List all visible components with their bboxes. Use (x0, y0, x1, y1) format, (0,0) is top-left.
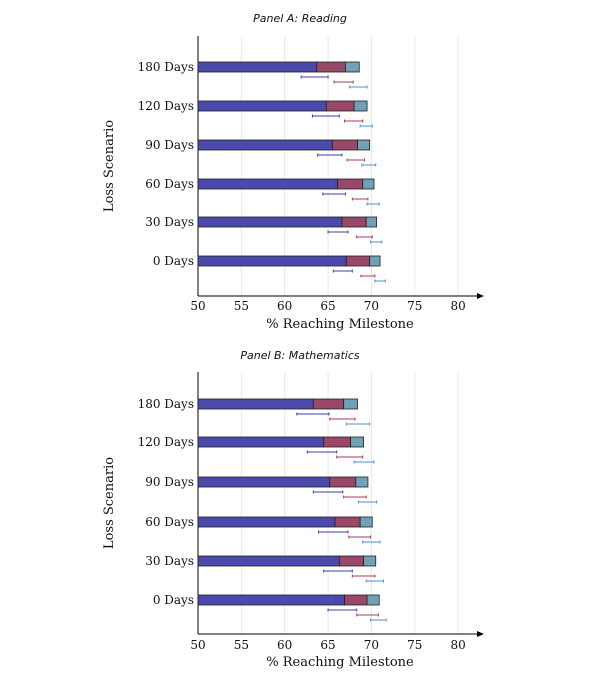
x-tick-label: 80 (450, 638, 465, 652)
category-label: 30 Days (145, 215, 194, 229)
bar-segment-3 (355, 476, 369, 488)
bar-segment-2 (329, 476, 357, 488)
category-label: 180 Days (138, 60, 194, 74)
x-tick-label: 80 (450, 299, 465, 313)
x-tick-label: 65 (320, 638, 335, 652)
bar-segment-1 (197, 139, 333, 151)
x-axis-arrowhead (477, 293, 484, 299)
bar-segment-2 (316, 61, 346, 73)
y-axis-title: Loss Scenario (102, 120, 117, 212)
bar-segment-3 (363, 555, 377, 567)
panel-a-reading: Panel A: Reading 50 55 60 65 70 75 80 % Reaching… (102, 12, 484, 332)
category-label: 90 Days (145, 475, 194, 489)
x-axis-arrowhead (477, 631, 484, 637)
bar-segment-2 (344, 594, 368, 606)
x-tick-label: 55 (234, 638, 249, 652)
bar-segment-1 (197, 476, 331, 488)
panel-b-mathematics: Panel B: Mathematics 50 55 60 65 70 75 80 % Reac… (102, 349, 484, 670)
bar-segment-1 (197, 100, 327, 112)
x-tick-label: 70 (364, 299, 379, 313)
bar-segment-1 (197, 398, 314, 410)
x-tick-label: 75 (407, 299, 422, 313)
bar-segment-2 (341, 216, 367, 228)
bar-segment-1 (197, 594, 345, 606)
bar-segment-3 (366, 594, 380, 606)
category-label: 0 Days (153, 593, 194, 607)
bar-segment-3 (369, 255, 381, 267)
bar-segment-1 (197, 555, 340, 567)
bar-segment-2 (331, 139, 358, 151)
x-tick-label: 60 (277, 299, 292, 313)
bar-segment-2 (338, 555, 364, 567)
category-label: 60 Days (145, 515, 194, 529)
bar-segment-1 (197, 255, 347, 267)
x-tick-label: 70 (364, 638, 379, 652)
bar-segment-3 (365, 216, 378, 228)
category-label: 90 Days (145, 138, 194, 152)
panel-title: Panel A: Reading (253, 12, 347, 25)
bar-segment-3 (343, 398, 358, 410)
category-label: 120 Days (138, 435, 194, 449)
bar-segment-2 (312, 398, 345, 410)
category-label: 120 Days (138, 99, 194, 113)
bar-segment-1 (197, 516, 336, 528)
category-label: 60 Days (145, 177, 194, 191)
bar-segment-2 (334, 516, 361, 528)
x-axis-title: % Reaching Milestone (266, 655, 414, 670)
x-tick-label: 75 (407, 638, 422, 652)
panel-title: Panel B: Mathematics (240, 349, 360, 362)
bar-segment-3 (353, 100, 368, 112)
bar-segment-2 (345, 255, 371, 267)
bar-segment-1 (197, 436, 325, 448)
bar-segment-1 (197, 178, 338, 190)
x-tick-label: 65 (320, 299, 335, 313)
x-tick-label: 50 (190, 299, 205, 313)
bar-segment-2 (325, 100, 355, 112)
bar-segment-1 (197, 216, 343, 228)
x-tick-label: 55 (234, 299, 249, 313)
bar-segment-3 (359, 516, 373, 528)
bar-segment-2 (323, 436, 351, 448)
bar-segment-2 (337, 178, 364, 190)
x-tick-label: 60 (277, 638, 292, 652)
category-label: 0 Days (153, 254, 194, 268)
bar-segment-3 (357, 139, 371, 151)
bar-segment-3 (362, 178, 375, 190)
bar-segment-3 (344, 61, 360, 73)
x-axis-title: % Reaching Milestone (266, 317, 414, 332)
category-label: 180 Days (138, 397, 194, 411)
bar-segment-3 (350, 436, 364, 448)
bar-segment-1 (197, 61, 318, 73)
category-label: 30 Days (145, 554, 194, 568)
x-tick-label: 50 (190, 638, 205, 652)
y-axis-title: Loss Scenario (102, 457, 117, 549)
